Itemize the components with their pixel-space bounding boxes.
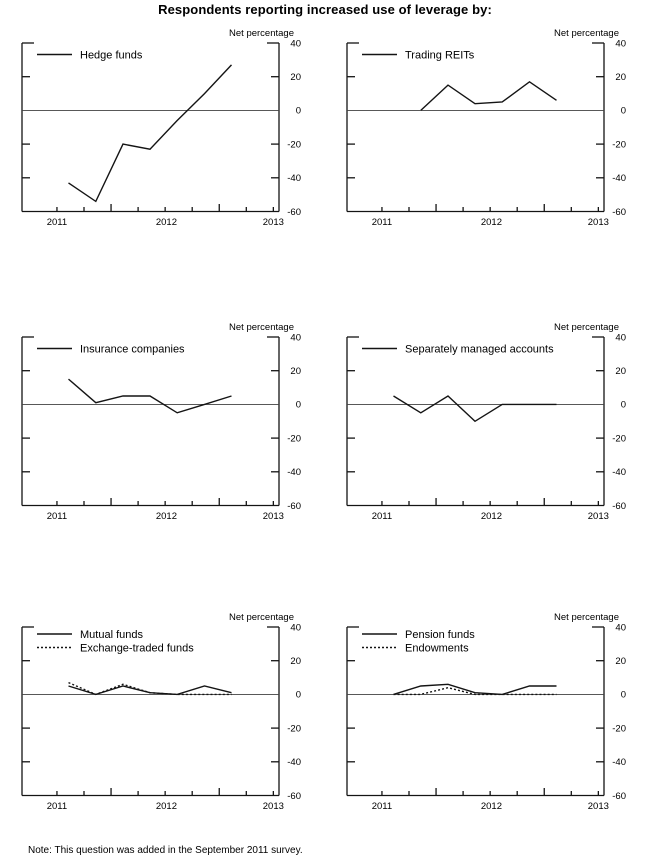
series-line-solid: [393, 395, 557, 423]
series-line-solid: [393, 683, 557, 696]
chart-trading-reits: 40 20 0 -20 -40 -60 Net percentage 2011 2012 2013…: [346, 28, 626, 228]
y-tick-label: -60: [287, 501, 301, 512]
y-tick-label: 20: [615, 72, 626, 83]
series-line-solid: [420, 80, 557, 111]
y-tick-label: 20: [615, 656, 626, 667]
x-year-label: 2011: [47, 801, 67, 812]
x-year-label: 2011: [372, 801, 392, 812]
series-line-solid: [68, 378, 232, 414]
x-year-label: 2013: [263, 801, 284, 812]
y-axis-caption: Net percentage: [229, 322, 294, 333]
x-year-label: 2011: [47, 217, 67, 228]
y-tick-label: -40: [612, 173, 626, 184]
y-tick-label: -60: [612, 501, 626, 512]
chart-mutual-funds-etfs: 40 20 0 -20 -40 -60 Net percentage 2011 2012 2013…: [21, 612, 301, 812]
x-year-label: 2011: [372, 217, 392, 228]
legend-label: Hedge funds: [80, 49, 143, 61]
y-axis-caption: Net percentage: [554, 322, 619, 333]
x-year-label: 2012: [156, 217, 177, 228]
series-line-dotted: [68, 681, 232, 696]
y-tick-label: 20: [290, 656, 301, 667]
y-tick-label: 20: [615, 366, 626, 377]
y-tick-label: -20: [287, 139, 301, 150]
y-tick-label: 0: [621, 106, 626, 117]
x-year-label: 2013: [263, 511, 284, 522]
y-tick-label: 0: [296, 106, 301, 117]
series-line-dotted: [393, 686, 557, 696]
y-tick-label: 40: [290, 38, 301, 49]
chart-insurance-companies: 40 20 0 -20 -40 -60 Net percentage 2011 2012 2013…: [21, 322, 301, 522]
panel-mutual-funds-etfs: 40 20 0 -20 -40 -60 Net percentage 2011 2012 2013…: [12, 611, 328, 817]
panel-trading-reits: 40 20 0 -20 -40 -60 Net percentage 2011 2012 2013…: [337, 27, 650, 233]
y-tick-label: -20: [287, 723, 301, 734]
x-year-label: 2013: [588, 217, 609, 228]
y-tick-label: -20: [612, 433, 626, 444]
footnote: Note: This question was added in the Sep…: [28, 845, 303, 856]
y-tick-label: 0: [621, 400, 626, 411]
y-axis-caption: Net percentage: [554, 28, 619, 39]
y-tick-label: 0: [296, 400, 301, 411]
y-axis-caption: Net percentage: [229, 28, 294, 39]
legend-label: Exchange-traded funds: [80, 642, 194, 654]
x-year-label: 2011: [372, 511, 392, 522]
y-tick-label: -40: [287, 757, 301, 768]
y-tick-label: 20: [290, 366, 301, 377]
y-tick-label: -40: [287, 467, 301, 478]
legend-label: Trading REITs: [405, 49, 475, 61]
panel-separately-managed-accounts: 40 20 0 -20 -40 -60 Net percentage 2011 2012 2013…: [337, 321, 650, 527]
x-year-label: 2011: [47, 511, 67, 522]
y-tick-label: -60: [287, 207, 301, 218]
y-tick-label: 40: [290, 332, 301, 343]
y-tick-label: 0: [296, 690, 301, 701]
y-tick-label: -40: [612, 467, 626, 478]
y-tick-label: -40: [287, 173, 301, 184]
x-year-label: 2012: [481, 511, 502, 522]
y-tick-label: 40: [615, 38, 626, 49]
y-tick-label: -60: [612, 207, 626, 218]
y-tick-label: -20: [612, 723, 626, 734]
x-year-label: 2012: [156, 801, 177, 812]
x-year-label: 2012: [481, 801, 502, 812]
legend-label: Separately managed accounts: [405, 343, 554, 355]
chart-hedge-funds: 40 20 0 -20 -40 -60 Net percentage 2011 2012 2013…: [21, 28, 301, 228]
y-tick-label: -60: [612, 791, 626, 802]
y-tick-label: -40: [612, 757, 626, 768]
x-year-label: 2013: [263, 217, 284, 228]
y-tick-label: 20: [290, 72, 301, 83]
y-tick-label: 40: [290, 622, 301, 633]
y-tick-label: -60: [287, 791, 301, 802]
y-axis-caption: Net percentage: [229, 612, 294, 623]
y-tick-label: 40: [615, 622, 626, 633]
x-year-label: 2012: [481, 217, 502, 228]
legend-label: Insurance companies: [80, 343, 185, 355]
legend-label: Mutual funds: [80, 629, 143, 641]
panel-hedge-funds: 40 20 0 -20 -40 -60 Net percentage 2011 2012 2013…: [12, 27, 328, 233]
y-axis-caption: Net percentage: [554, 612, 619, 623]
x-year-label: 2012: [156, 511, 177, 522]
figure-title: Respondents reporting increased use of l…: [158, 2, 492, 17]
panel-insurance-companies: 40 20 0 -20 -40 -60 Net percentage 2011 2012 2013…: [12, 321, 328, 527]
chart-pension-funds-endowments: 40 20 0 -20 -40 -60 Net percentage 2011 2012 2013…: [346, 612, 626, 812]
series-line-solid: [68, 64, 233, 203]
legend-label: Pension funds: [405, 629, 475, 641]
y-tick-label: -20: [612, 139, 626, 150]
x-year-label: 2013: [588, 801, 609, 812]
chart-separately-managed-accounts: 40 20 0 -20 -40 -60 Net percentage 2011 2012 2013…: [346, 322, 626, 522]
y-tick-label: 40: [615, 332, 626, 343]
y-tick-label: -20: [287, 433, 301, 444]
panel-pension-funds-endowments: 40 20 0 -20 -40 -60 Net percentage 2011 2012 2013…: [337, 611, 650, 817]
x-year-label: 2013: [588, 511, 609, 522]
legend-label: Endowments: [405, 642, 469, 654]
y-tick-label: 0: [621, 690, 626, 701]
